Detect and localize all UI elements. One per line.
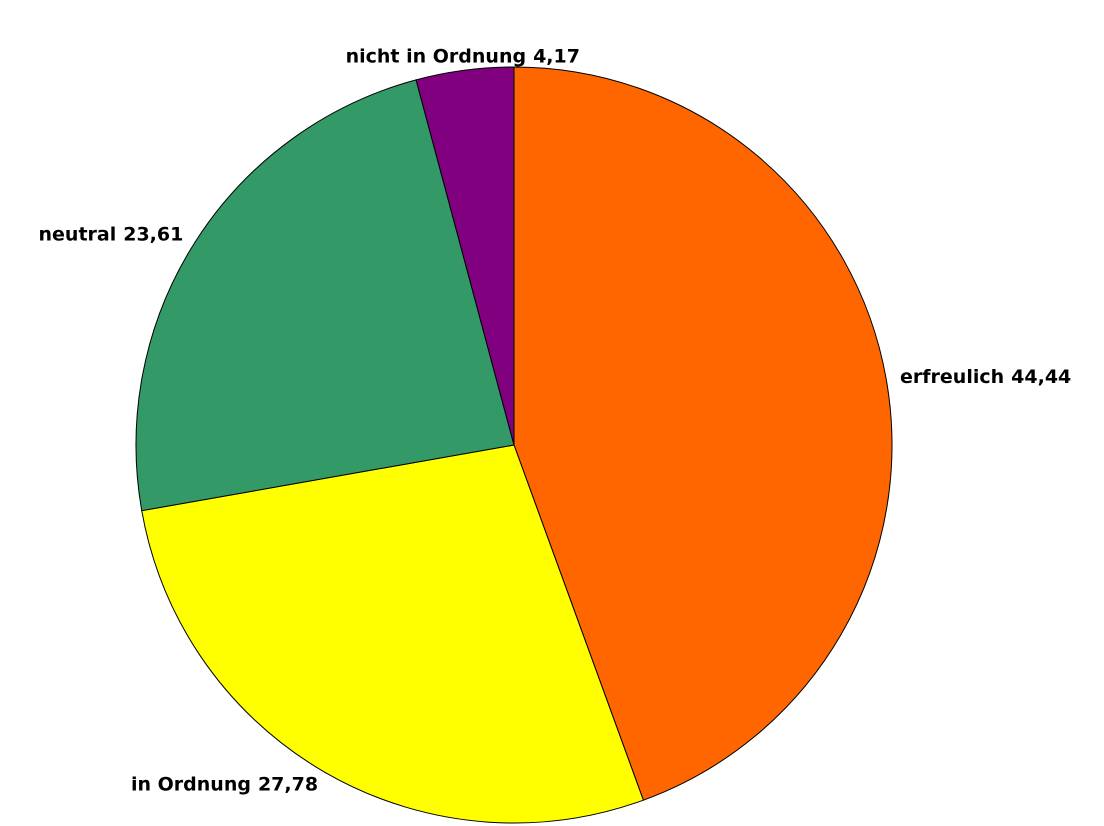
slice-label-value: 44,44 bbox=[1011, 365, 1071, 387]
slice-label: erfreulich 44,44 bbox=[900, 365, 1071, 387]
slice-label: neutral 23,61 bbox=[39, 223, 184, 245]
slice-label-value: 27,78 bbox=[258, 773, 318, 795]
slice-label: in Ordnung 27,78 bbox=[131, 773, 318, 795]
slice-label-name: in Ordnung bbox=[131, 773, 251, 795]
slice-label-name: erfreulich bbox=[900, 365, 1004, 387]
pie-slice bbox=[415, 66, 515, 446]
pie-slice bbox=[513, 66, 893, 801]
pie-slice bbox=[141, 444, 645, 824]
slice-label-value: 23,61 bbox=[123, 223, 183, 245]
slice-label-value: 4,17 bbox=[533, 45, 580, 67]
pie-slice bbox=[135, 79, 515, 512]
slice-label: nicht in Ordnung 4,17 bbox=[346, 45, 580, 67]
slice-label-name: nicht in Ordnung bbox=[346, 45, 526, 67]
slice-label-name: neutral bbox=[39, 223, 117, 245]
